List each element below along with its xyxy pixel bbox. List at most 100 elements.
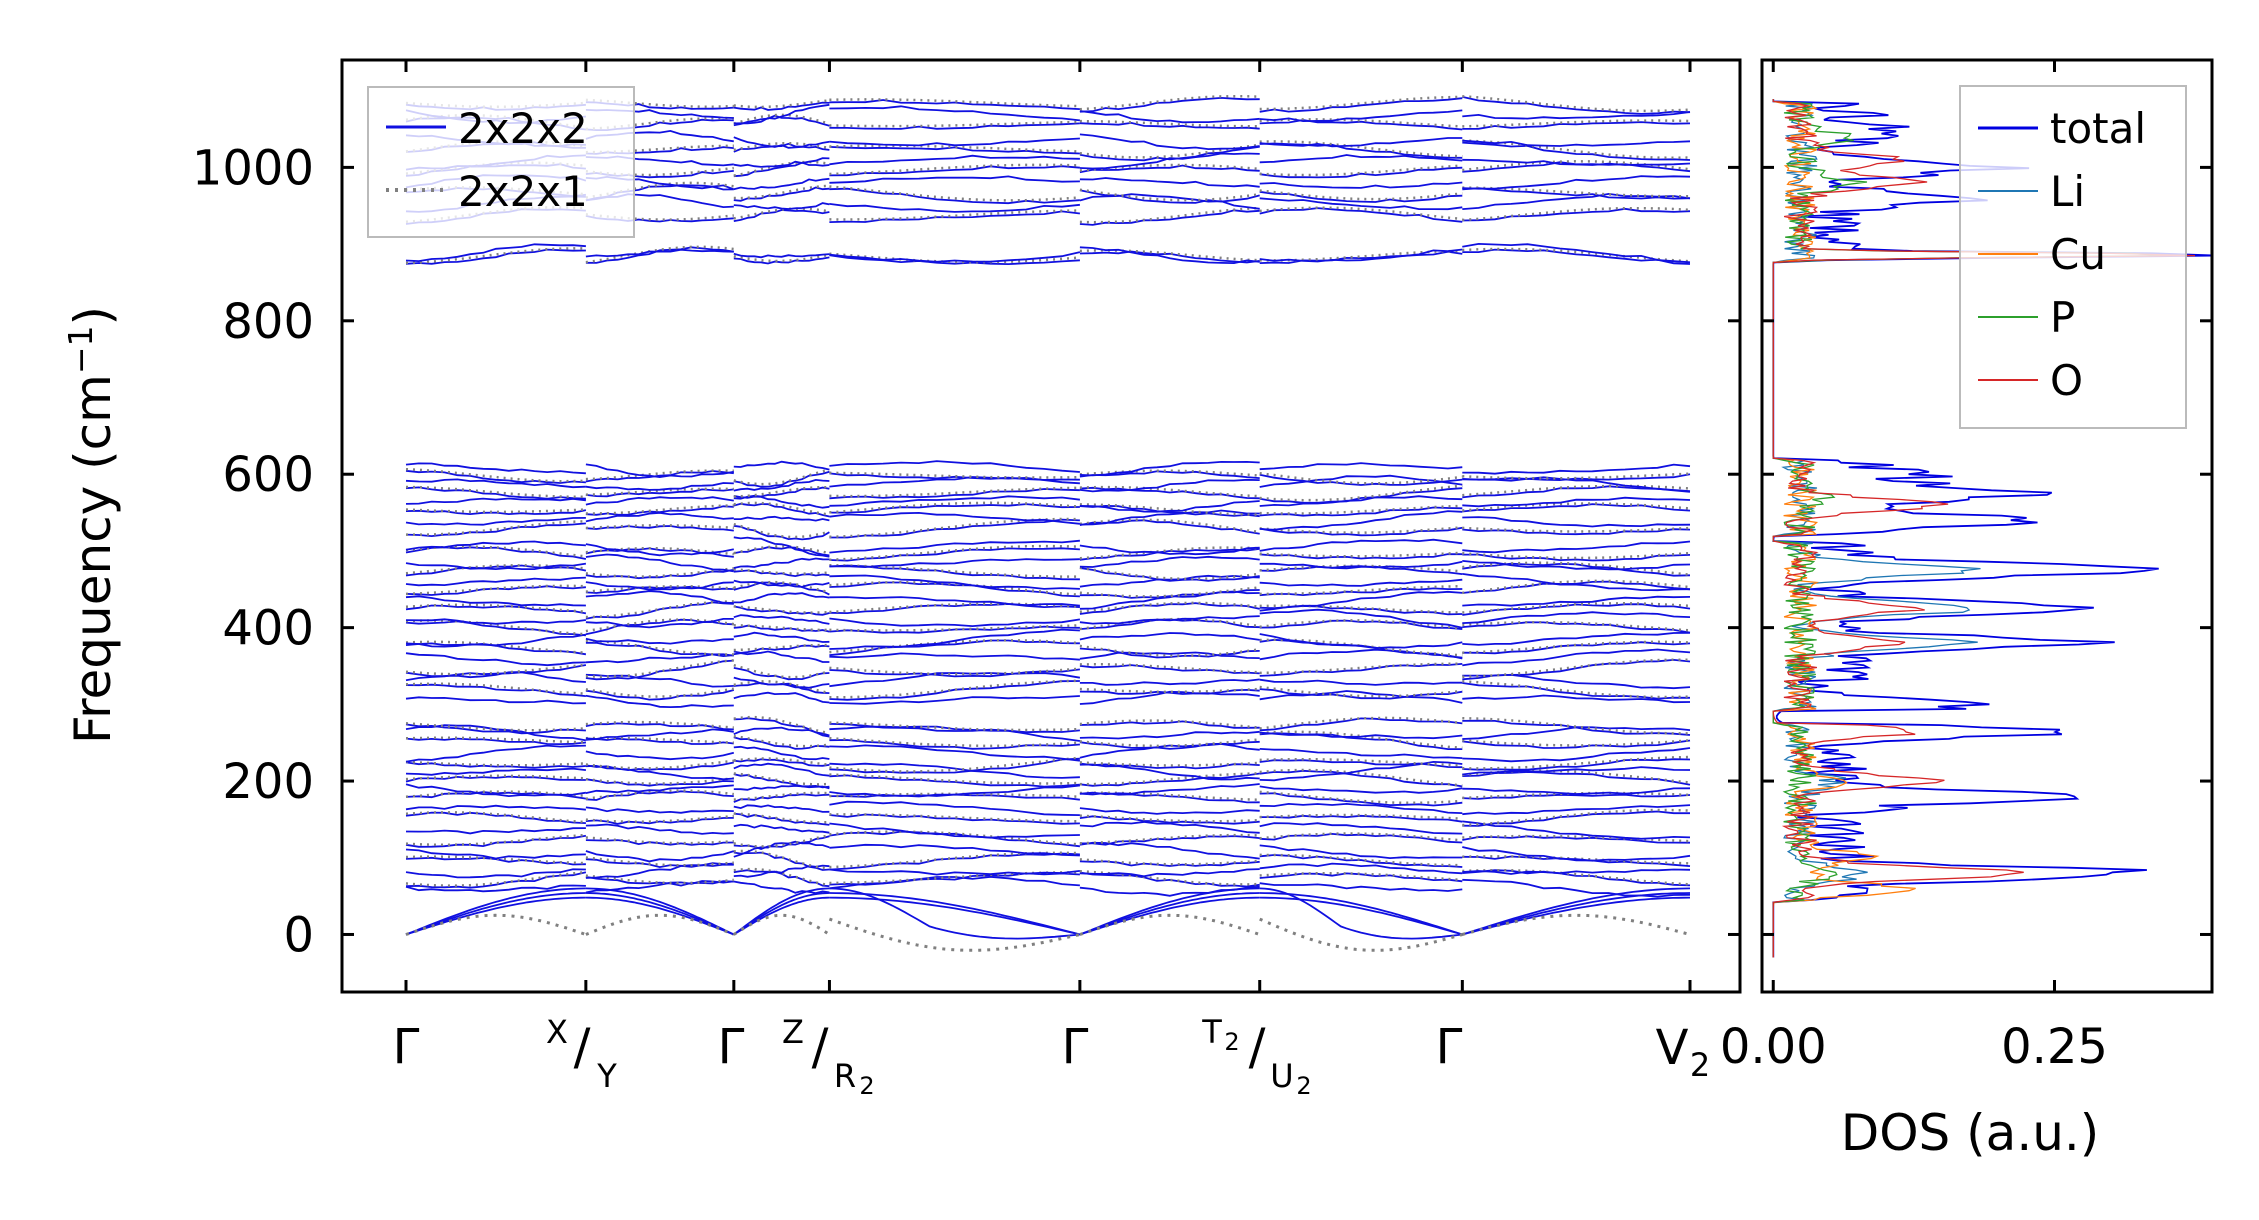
band-line-2x2x2 — [1259, 119, 1463, 131]
band-line-2x2x2 — [1462, 621, 1691, 634]
band-line-2x2x1 — [733, 643, 830, 652]
band-line-2x2x2 — [829, 852, 1080, 871]
band-line-2x2x2 — [1259, 872, 1463, 883]
band-line-2x2x2 — [733, 691, 830, 704]
acoustic-branch-2x2x2 — [1259, 896, 1463, 936]
band-line-2x2x1 — [1259, 768, 1463, 787]
band-line-2x2x2 — [1079, 871, 1260, 888]
band-line-2x2x1 — [405, 833, 586, 847]
band-line-2x2x2 — [1259, 663, 1463, 677]
band-line-2x2x2 — [585, 637, 734, 645]
band-line-2x2x2 — [1462, 793, 1691, 800]
band-line-2x2x2 — [1462, 682, 1691, 700]
band-line-2x2x2 — [829, 813, 1080, 825]
band-line-2x2x2 — [829, 488, 1080, 500]
band-line-2x2x2 — [1079, 743, 1260, 759]
band-line-2x2x2 — [1079, 688, 1260, 695]
band-line-2x2x2 — [405, 478, 586, 489]
band-line-2x2x2 — [1079, 807, 1260, 815]
band-line-2x2x1 — [1079, 791, 1260, 802]
band-line-2x2x2 — [829, 872, 1080, 886]
band-line-2x2x2 — [733, 478, 830, 492]
band-line-2x2x2 — [1462, 573, 1691, 592]
band-line-2x2x1 — [1079, 833, 1260, 845]
band-line-2x2x2 — [1079, 574, 1260, 588]
y-tick-label: 200 — [222, 754, 314, 810]
band-line-2x2x1 — [1462, 472, 1691, 480]
band-line-2x2x2 — [1462, 835, 1691, 844]
band-line-2x2x2 — [1079, 651, 1260, 660]
band-line-2x2x2 — [1079, 209, 1260, 226]
band-line-2x2x1 — [733, 663, 830, 679]
band-line-2x2x2 — [829, 603, 1080, 615]
band-line-2x2x2 — [585, 488, 734, 498]
band-line-2x2x2 — [1259, 882, 1463, 892]
band-line-2x2x2 — [829, 843, 1080, 857]
band-line-2x2x2 — [733, 157, 830, 168]
band-line-2x2x1 — [405, 640, 586, 654]
band-line-2x2x2 — [829, 175, 1080, 184]
acoustic-branch-2x2x2 — [829, 896, 1081, 936]
band-line-2x2x2 — [733, 592, 830, 604]
acoustic-branch-2x2x2 — [1462, 892, 1691, 936]
band-line-2x2x2 — [733, 614, 830, 625]
band-line-2x2x2 — [405, 618, 587, 625]
band-line-2x2x2 — [1462, 528, 1691, 536]
band-line-2x2x2 — [585, 737, 734, 745]
band-line-2x2x2 — [1259, 731, 1463, 740]
band-line-2x2x2 — [733, 177, 830, 191]
band-line-2x2x1 — [1462, 739, 1691, 747]
band-line-2x2x2 — [405, 723, 586, 735]
band-line-2x2x2 — [733, 812, 830, 826]
band-line-2x2x2 — [585, 806, 734, 814]
band-structure-panel: 0 200 400 600 800 1000 Frequency (cm−1) Γ X /… — [61, 58, 1742, 1100]
band-line-2x2x2 — [1259, 526, 1463, 537]
acoustic-branch-2x2x2 — [829, 892, 1081, 936]
band-line-2x2x2 — [1462, 631, 1691, 646]
band-line-2x2x1 — [405, 855, 586, 865]
band-line-2x2x2 — [733, 736, 830, 750]
band-line-2x2x2 — [1462, 248, 1691, 265]
band-line-2x2x2 — [405, 671, 586, 683]
band-line-2x2x2 — [733, 161, 830, 178]
band-line-2x2x1 — [1259, 853, 1463, 867]
band-line-2x2x2 — [1462, 242, 1691, 264]
band-line-2x2x2 — [1462, 820, 1691, 840]
acoustic-branch-2x2x1 — [1079, 913, 1261, 936]
band-line-2x2x2 — [829, 625, 1080, 634]
band-line-2x2x2 — [1079, 762, 1260, 770]
band-line-2x2x1 — [1259, 564, 1463, 573]
band-line-2x2x2 — [733, 252, 830, 259]
band-line-2x2x2 — [829, 251, 1081, 263]
band-line-2x2x1 — [1079, 772, 1260, 786]
band-line-2x2x2 — [1462, 187, 1691, 200]
svg-text:Z: Z — [782, 1013, 804, 1051]
band-line-2x2x2 — [733, 650, 830, 663]
band-line-2x2x2 — [1259, 678, 1463, 686]
band-line-2x2x1 — [1079, 206, 1260, 224]
band-line-2x2x2 — [405, 540, 586, 551]
band-line-2x2x1 — [1259, 504, 1463, 515]
acoustic-branch-2x2x2 — [1462, 896, 1691, 936]
acoustic-branch-2x2x2 — [733, 887, 830, 936]
band-line-2x2x1 — [733, 734, 830, 748]
band-line-2x2x2 — [733, 581, 830, 596]
band-line-2x2x2 — [829, 723, 1080, 734]
band-line-2x2x2 — [405, 497, 587, 505]
band-line-2x2x2 — [1259, 802, 1463, 814]
band-line-2x2x2 — [585, 246, 734, 264]
band-line-2x2x2 — [1462, 747, 1691, 763]
band-line-2x2x2 — [1462, 540, 1691, 554]
band-line-2x2x1 — [1462, 551, 1691, 560]
band-line-2x2x2 — [1079, 250, 1260, 264]
band-line-2x2x2 — [405, 546, 587, 560]
band-line-2x2x1 — [1079, 503, 1260, 516]
band-line-2x2x2 — [585, 839, 734, 846]
band-line-2x2x2 — [1259, 732, 1463, 750]
band-line-2x2x2 — [733, 256, 830, 265]
tick-label-v2: V 2 — [1656, 1020, 1711, 1084]
band-line-2x2x2 — [1259, 197, 1463, 211]
band-line-2x2x2 — [1462, 516, 1691, 528]
band-line-2x2x2 — [1462, 139, 1691, 147]
